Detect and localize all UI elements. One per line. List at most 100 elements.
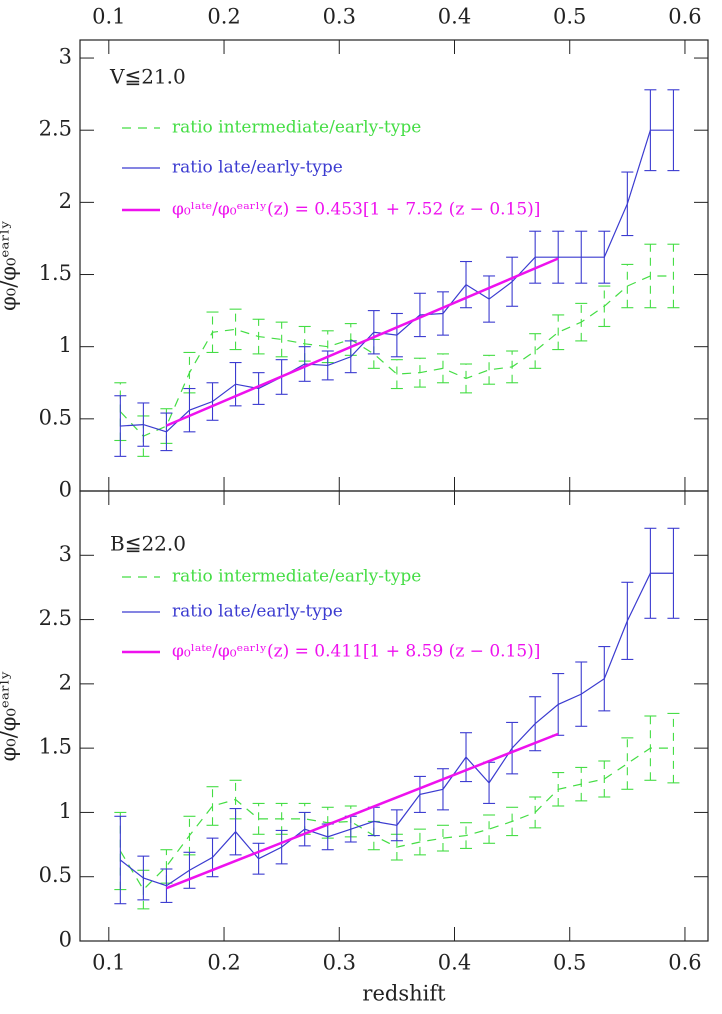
error-bar (575, 302, 588, 342)
x-tick-label: 0.3 (323, 5, 356, 29)
error-bar (598, 760, 611, 798)
error-bar (252, 372, 265, 405)
error-bar (183, 351, 196, 394)
error-bar (344, 815, 357, 843)
x-tick-label: 0.5 (553, 951, 586, 975)
error-bar (436, 291, 449, 336)
error-bar (252, 318, 265, 355)
legend-label: φ₀ˡᵃᵗᵉ/φ₀ᵉᵃʳˡʸ(z) = 0.411[1 + 8.59 (z − … (172, 642, 540, 662)
error-bar (160, 868, 173, 903)
error-bar (483, 275, 496, 323)
error-bar (137, 855, 150, 901)
error-bar (160, 412, 173, 452)
error-bar (390, 312, 403, 358)
error-bar (667, 712, 680, 784)
error-bar (644, 89, 657, 172)
error-bar (298, 346, 311, 382)
error-bar (460, 260, 473, 309)
error-bar (229, 808, 242, 856)
x-tick-label: 0.2 (207, 951, 240, 975)
error-bar (483, 354, 496, 385)
error-bar (506, 256, 519, 307)
series-line (165, 257, 559, 427)
error-bar (667, 527, 680, 619)
x-tick-label: 0.2 (207, 5, 240, 29)
error-bar (436, 353, 449, 384)
error-bar (621, 737, 634, 790)
error-bar (390, 809, 403, 842)
error-bar (298, 811, 311, 847)
y-tick-label: 0 (59, 478, 72, 502)
error-bar (460, 363, 473, 394)
error-bar (460, 732, 473, 783)
error-bar (644, 527, 657, 619)
y-tick-label: 0 (59, 928, 72, 952)
error-bar (252, 802, 265, 835)
error-bar (552, 230, 565, 284)
error-bar (506, 350, 519, 384)
error-bar (275, 321, 288, 358)
error-bar (321, 823, 334, 851)
error-bar (460, 822, 473, 849)
y-tick-label: 1.5 (39, 261, 72, 285)
legend-label: ratio intermediate/early-type (172, 118, 421, 138)
y-tick-label: 0.5 (39, 863, 72, 887)
error-bar (529, 333, 542, 369)
x-axis-label: redshift (362, 982, 446, 1006)
error-bar (114, 395, 127, 457)
legend-label: ratio late/early-type (172, 158, 343, 178)
error-bar (275, 829, 288, 865)
error-bar (183, 851, 196, 889)
error-bar (252, 842, 265, 875)
y-tick-label: 1 (59, 333, 72, 357)
y-tick-label: 3 (59, 542, 72, 566)
error-bar (114, 815, 127, 905)
x-tick-label: 0.4 (438, 951, 471, 975)
legend-label: φ₀ˡᵃᵗᵉ/φ₀ᵉᵃʳˡʸ(z) = 0.453[1 + 7.52 (z − … (172, 200, 540, 220)
legend-label: ratio late/early-type (172, 602, 343, 622)
series-line (165, 732, 559, 890)
error-bar (436, 768, 449, 811)
error-bar (552, 673, 565, 736)
error-bar (413, 775, 426, 813)
error-bar (183, 815, 196, 856)
y-tick-label: 2 (59, 189, 72, 213)
panel-annotation: B≦22.0 (110, 532, 186, 556)
y-tick-label: 0.5 (39, 405, 72, 429)
error-bar (413, 357, 426, 388)
y-tick-label: 1.5 (39, 735, 72, 759)
error-bar (575, 661, 588, 727)
y-axis-label: φ₀/φ₀ᵉᵃʳˡʸ (0, 671, 21, 762)
error-bar (552, 314, 565, 351)
error-bar (575, 766, 588, 802)
y-tick-label: 2.5 (39, 606, 72, 630)
error-bar (390, 359, 403, 390)
error-bar (506, 806, 519, 837)
x-tick-label: 0.4 (438, 5, 471, 29)
error-bar (552, 772, 565, 807)
error-bar (621, 171, 634, 237)
error-bar (575, 230, 588, 284)
error-bar (667, 89, 680, 172)
error-bar (644, 243, 657, 309)
error-bar (667, 243, 680, 309)
legend-label: ratio intermediate/early-type (172, 567, 421, 587)
error-bar (621, 581, 634, 660)
error-bar (598, 285, 611, 328)
plot-frame (79, 490, 709, 942)
error-bar (644, 715, 657, 781)
y-axis-label: φ₀/φ₀ᵉᵃʳˡʸ (0, 220, 21, 311)
error-bar (483, 761, 496, 804)
x-tick-label: 0.6 (668, 5, 701, 29)
panel-annotation: V≦21.0 (109, 65, 186, 89)
error-bar (621, 263, 634, 309)
error-bar (229, 362, 242, 407)
y-tick-label: 1 (59, 799, 72, 823)
error-bar (529, 230, 542, 284)
x-tick-label: 0.5 (553, 5, 586, 29)
y-tick-label: 2 (59, 670, 72, 694)
error-bar (598, 646, 611, 712)
error-bar (413, 292, 426, 338)
error-bar (206, 786, 219, 826)
